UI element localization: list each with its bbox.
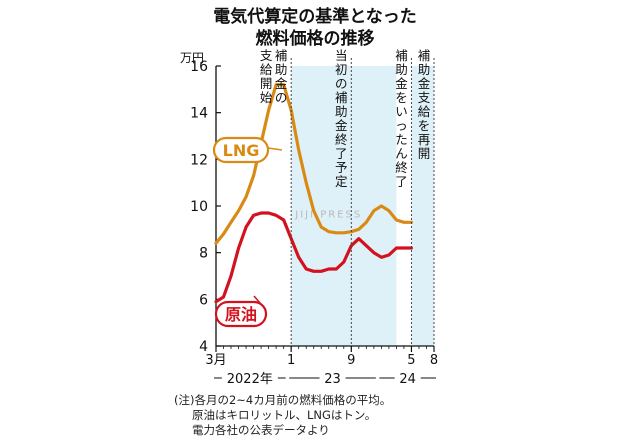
x-tick-label: 5 bbox=[407, 353, 415, 368]
legend-badge bbox=[214, 300, 268, 328]
annotation-label: 当初の補助金終了予定 bbox=[335, 48, 348, 189]
legend-leader-line bbox=[253, 295, 267, 311]
x-tick-label: 8 bbox=[430, 353, 438, 368]
subsidy-period-shade bbox=[411, 66, 434, 346]
legend-label: 原油 bbox=[225, 305, 257, 324]
series-layer bbox=[214, 83, 413, 304]
y-tick-label: 12 bbox=[190, 152, 208, 168]
series-line-crude-oil bbox=[214, 211, 413, 304]
y-tick-label: 14 bbox=[190, 106, 208, 122]
footnote-line-3: 電力各社の公表データより bbox=[192, 423, 330, 437]
x-tick-label: 3月 bbox=[205, 353, 226, 368]
x-tick-label: 9 bbox=[347, 353, 355, 368]
x-year-label: 23 bbox=[324, 372, 341, 387]
legend-leader-line bbox=[267, 147, 283, 151]
chart-title-line-1: 電気代算定の基準となった bbox=[213, 6, 417, 27]
x-year-label: 2022年 bbox=[227, 372, 273, 387]
legend-label: LNG bbox=[223, 141, 260, 160]
chart-card: 電気代算定の基準となった 燃料価格の推移 万円 JIJI PRESS 4 6 8 10… bbox=[158, 0, 472, 440]
annotation-label: 補助金の支給開始 bbox=[260, 48, 288, 105]
watermark-text: JIJI PRESS bbox=[294, 210, 362, 221]
y-tick-label: 8 bbox=[199, 246, 208, 262]
legend-badge bbox=[212, 136, 270, 164]
y-tick-label: 4 bbox=[199, 339, 208, 355]
fuel-price-chart: 電気代算定の基準となった 燃料価格の推移 万円 JIJI PRESS 4 6 8 10… bbox=[180, 6, 438, 387]
annotation-label: 補助金支給を再開 bbox=[418, 48, 431, 161]
chart-title-line-2: 燃料価格の推移 bbox=[256, 28, 375, 49]
unit-label: 万円 bbox=[180, 51, 204, 65]
y-tick-label: 6 bbox=[199, 292, 208, 308]
y-tick-label: 16 bbox=[190, 59, 208, 75]
y-tick-label: 10 bbox=[190, 199, 208, 215]
x-year-label: 24 bbox=[399, 372, 416, 387]
footnote-line-2: 原油はキロリットル、LNGはトン。 bbox=[192, 408, 377, 422]
footnote-line-1: (注)各月の2~4カ月前の燃料価格の平均。 bbox=[174, 393, 392, 407]
annotation-label: 補助金をいったん終了 bbox=[395, 48, 408, 189]
watermark-layer: JIJI PRESS bbox=[294, 210, 362, 221]
legend-layer: LNG 原油 bbox=[212, 136, 283, 328]
x-tick-label: 1 bbox=[287, 353, 295, 368]
series-line-lng bbox=[214, 83, 413, 245]
